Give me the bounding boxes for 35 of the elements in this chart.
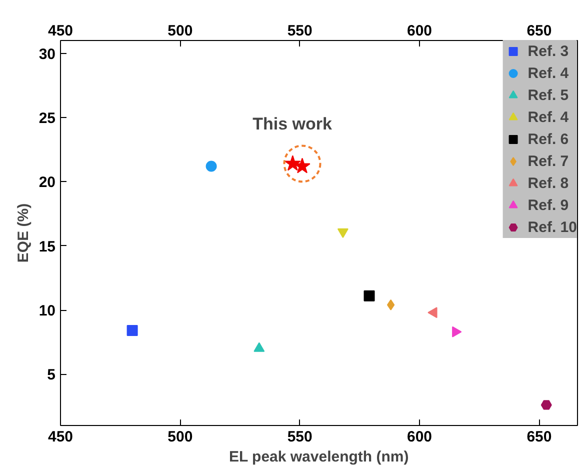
point <box>126 325 138 336</box>
x2-tick-label: 650 <box>526 428 552 446</box>
x-tick-label: 450 <box>48 22 74 40</box>
point <box>428 307 438 318</box>
y-tick-label: 5 <box>47 366 56 384</box>
legend-label: Ref. 5 <box>528 86 569 106</box>
x2-tick-label: 450 <box>48 428 74 446</box>
legend-label: Ref. 6 <box>528 130 569 150</box>
y-axis-title: EQE (%) <box>14 203 32 263</box>
legend-label: Ref. 3 <box>528 42 569 62</box>
legend-label: Ref. 4 <box>528 64 569 84</box>
x2-tick-label: 550 <box>287 428 312 446</box>
y-tick-label: 10 <box>38 302 56 320</box>
point <box>386 299 395 310</box>
x2-tick-label: 600 <box>407 428 432 446</box>
point <box>364 290 375 302</box>
y-tick-label: 25 <box>38 110 56 127</box>
x-axis-title: EL peak wavelength (nm) <box>228 448 409 466</box>
y-tick-label: 30 <box>38 46 56 63</box>
legend-label: Ref. 9 <box>528 196 569 216</box>
legend-label: Ref. 8 <box>528 174 569 194</box>
x2-tick-label: 500 <box>168 428 193 446</box>
y-tick-label: 20 <box>38 174 56 192</box>
legend-label: Ref. 7 <box>528 152 569 172</box>
x-tick-label: 600 <box>407 22 432 40</box>
point <box>206 160 217 172</box>
annotation: This work <box>252 114 332 134</box>
x-tick-label: 550 <box>287 22 312 40</box>
x-tick-label: 500 <box>168 22 193 40</box>
legend-label: Ref. 10 <box>528 218 577 238</box>
x-tick-label: 650 <box>526 22 552 40</box>
legend-label: Ref. 4 <box>528 108 569 128</box>
point <box>284 155 301 171</box>
point <box>540 400 552 410</box>
y-tick-label: 15 <box>38 238 56 256</box>
